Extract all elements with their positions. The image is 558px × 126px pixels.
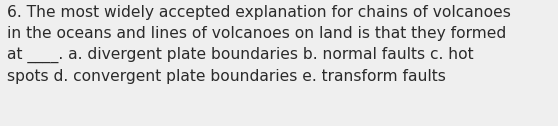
Text: 6. The most widely accepted explanation for chains of volcanoes
in the oceans an: 6. The most widely accepted explanation …	[7, 5, 511, 84]
